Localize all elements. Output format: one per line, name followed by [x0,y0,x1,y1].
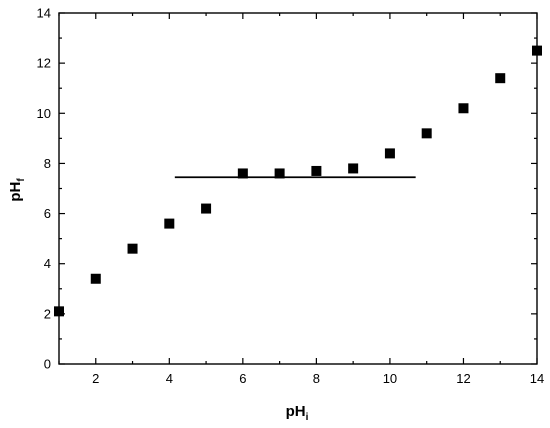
data-point [311,165,322,176]
data-point [384,148,395,159]
y-tick-label: 12 [37,56,51,71]
tick-labels: 2 4 6 8 10 12 14 0 2 4 6 8 10 12 14 [37,6,545,387]
data-point [164,218,175,229]
axis-ticks [58,12,538,365]
plot-area [58,12,538,365]
x-tick-label: 2 [92,371,99,386]
data-points [54,45,542,317]
x-tick-label: 6 [239,371,246,386]
y-tick-label: 2 [44,306,51,321]
y-tick-label: 14 [37,6,51,21]
data-point [201,203,212,214]
data-point [237,168,248,179]
data-point [90,273,101,284]
data-point [54,306,64,317]
plot-frame [58,12,538,365]
data-point [127,243,138,254]
y-axis-title-sub: f [16,178,27,182]
y-tick-label: 0 [44,357,51,372]
x-axis-title-sub: i [306,412,309,423]
x-axis-title-main: pH [286,403,306,420]
data-point [274,168,285,179]
data-point [348,163,359,174]
x-tick-label: 12 [456,371,470,386]
data-point [421,128,432,139]
data-point [458,103,469,114]
y-tick-label: 4 [44,256,51,271]
x-tick-label: 8 [313,371,320,386]
y-tick-label: 6 [44,206,51,221]
data-point [495,73,506,84]
x-tick-label: 14 [530,371,544,386]
x-axis-title: pHi [286,403,309,423]
x-tick-label: 4 [166,371,173,386]
y-axis-title: pHf [7,178,27,202]
y-axis-title-main: pH [7,182,24,202]
y-tick-label: 8 [44,156,51,171]
data-point [532,45,542,56]
x-tick-label: 10 [383,371,397,386]
y-tick-label: 10 [37,106,51,121]
